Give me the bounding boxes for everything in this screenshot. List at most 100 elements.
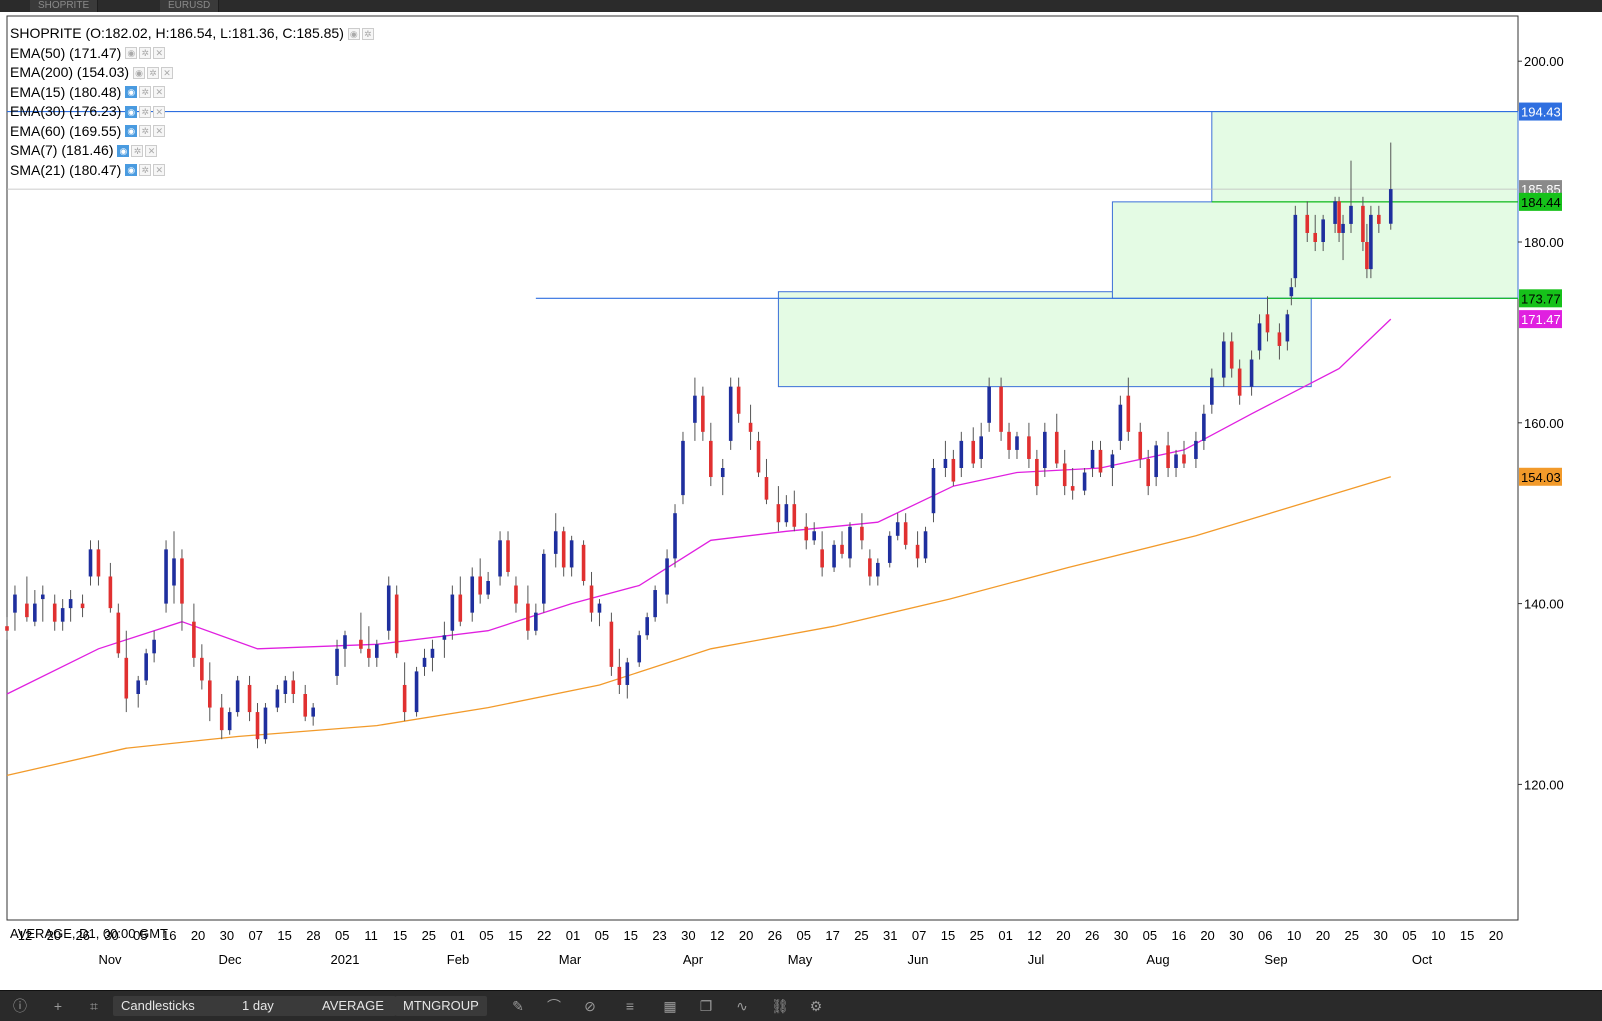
candle-body xyxy=(665,558,669,595)
candle-body xyxy=(701,395,705,432)
candle-body xyxy=(1182,454,1186,464)
legend-label: EMA(60) (169.55) xyxy=(10,122,122,139)
close-icon[interactable]: ✕ xyxy=(145,144,158,157)
eye-icon[interactable]: ◉ xyxy=(125,164,138,177)
tab-shoprite[interactable]: SHOPRITE xyxy=(30,0,99,12)
price-tag xyxy=(1519,102,1562,121)
eye-icon[interactable]: ◉ xyxy=(125,86,138,99)
hide-icon[interactable]: ⊘ xyxy=(584,998,596,1014)
price-tag-label: 184.44 xyxy=(1521,195,1561,210)
candle-body xyxy=(88,549,93,577)
candle-body xyxy=(1305,214,1310,233)
x-tick-label: 31 xyxy=(883,928,897,943)
price-chart[interactable]: 120.00140.00160.00180.00200.00194.43185.… xyxy=(0,12,1602,990)
candle-body xyxy=(784,504,789,523)
close-icon[interactable]: ✕ xyxy=(153,47,166,60)
month-label: Dec xyxy=(218,952,242,967)
supply-zone[interactable] xyxy=(1211,111,1519,203)
eye-icon[interactable]: ◉ xyxy=(347,27,360,40)
close-icon[interactable]: ✕ xyxy=(153,86,166,99)
study-select[interactable]: AVERAGE xyxy=(314,996,396,1016)
gear-icon[interactable]: ✲ xyxy=(139,105,152,118)
candle-body xyxy=(60,608,65,622)
candle-body xyxy=(200,657,204,681)
close-icon[interactable]: ✕ xyxy=(153,105,166,118)
fib-icon[interactable]: ≡ xyxy=(625,998,635,1014)
link-icon[interactable]: ⛓ xyxy=(771,998,789,1014)
eye-icon[interactable]: ◉ xyxy=(125,47,138,60)
candle-body xyxy=(1237,368,1242,396)
wave-icon[interactable]: ∿ xyxy=(736,998,748,1014)
chart-type-select[interactable]: Candlesticks xyxy=(113,996,239,1016)
candle-body xyxy=(144,653,148,681)
candle-body xyxy=(152,639,156,654)
candle-body xyxy=(848,526,852,559)
eye-icon[interactable]: ◉ xyxy=(133,66,146,79)
symbol-select[interactable]: MTNGROUP xyxy=(395,996,487,1016)
gear-icon[interactable]: ✲ xyxy=(361,27,374,40)
candle-body xyxy=(792,504,797,527)
candle-body xyxy=(1361,205,1365,242)
x-tick-label: 05 xyxy=(797,928,811,943)
candle-body xyxy=(681,440,685,496)
eye-icon[interactable]: ◉ xyxy=(125,125,138,138)
crosshair-icon[interactable]: + xyxy=(53,998,63,1014)
legend-label: EMA(50) (171.47) xyxy=(10,44,122,61)
gear-icon[interactable]: ✲ xyxy=(139,86,152,99)
eye-icon[interactable]: ◉ xyxy=(117,144,130,157)
candle-body xyxy=(1377,214,1381,224)
candle-body xyxy=(561,531,566,568)
candle-body xyxy=(728,386,733,441)
gear-icon[interactable]: ✲ xyxy=(131,144,144,157)
y-tick-label: 200.00 xyxy=(1524,54,1564,69)
close-icon[interactable]: ✕ xyxy=(153,125,166,138)
settings-icon[interactable]: ⚙ xyxy=(809,998,823,1014)
close-icon[interactable]: ✕ xyxy=(161,66,174,79)
gear-icon[interactable]: ✲ xyxy=(139,125,152,138)
x-tick-label: 06 xyxy=(1258,928,1272,943)
chart-area[interactable]: 120.00 140.00 160.00 180.00 200.00 194.43 185.… xyxy=(0,12,1602,990)
x-tick-label: 11 xyxy=(364,928,378,943)
candle-body xyxy=(303,694,308,717)
grid-icon[interactable]: ▦ xyxy=(663,998,677,1014)
x-tick-label: 25 xyxy=(1345,928,1359,943)
candle-body xyxy=(526,603,530,631)
x-tick-label: 05 xyxy=(133,928,147,943)
gear-icon[interactable]: ✲ xyxy=(139,47,152,60)
candle-body xyxy=(1365,242,1369,270)
legend-row: EMA(15) (180.48) ◉ ✲ ✕ xyxy=(10,83,374,103)
candle-body xyxy=(335,648,339,676)
candle-body xyxy=(951,458,956,482)
copy-icon[interactable]: ❐ xyxy=(699,998,713,1014)
candle-body xyxy=(1015,436,1019,450)
candle-body xyxy=(450,594,455,631)
x-tick-label: 07 xyxy=(912,928,926,943)
x-tick-label: 05 xyxy=(335,928,349,943)
candle-body xyxy=(903,522,908,545)
x-tick-label: 20 xyxy=(191,928,205,943)
candle-body xyxy=(263,707,268,740)
candle-body xyxy=(1082,472,1087,491)
eye-icon[interactable]: ◉ xyxy=(125,105,138,118)
pencil-icon[interactable]: ✎ xyxy=(512,998,524,1014)
candle-body xyxy=(553,531,558,554)
candle-body xyxy=(1257,323,1262,351)
tab-eurusd[interactable]: EURUSD xyxy=(160,0,220,12)
indicator-legend: SHOPRITE (O:182.02, H:186.54, L:181.36, … xyxy=(10,24,374,180)
candle-body xyxy=(386,585,391,631)
crop-icon[interactable]: ⌗ xyxy=(90,998,98,1014)
candle-body xyxy=(96,549,101,577)
candle-body xyxy=(1202,413,1206,441)
symbol-label: MTNGROUP xyxy=(403,998,479,1013)
brush-icon[interactable]: ⌒ xyxy=(547,998,561,1014)
candle-body xyxy=(402,684,407,713)
gear-icon[interactable]: ✲ xyxy=(139,164,152,177)
candle-body xyxy=(422,657,427,667)
x-tick-label: 23 xyxy=(652,928,666,943)
study-caption: AVERAGE, D1, 00:00 GMT xyxy=(10,926,168,941)
info-icon[interactable]: ⓘ xyxy=(13,998,27,1014)
candle-body xyxy=(534,612,538,631)
interval-select[interactable]: 1 day xyxy=(234,996,318,1016)
close-icon[interactable]: ✕ xyxy=(153,164,166,177)
gear-icon[interactable]: ✲ xyxy=(147,66,160,79)
